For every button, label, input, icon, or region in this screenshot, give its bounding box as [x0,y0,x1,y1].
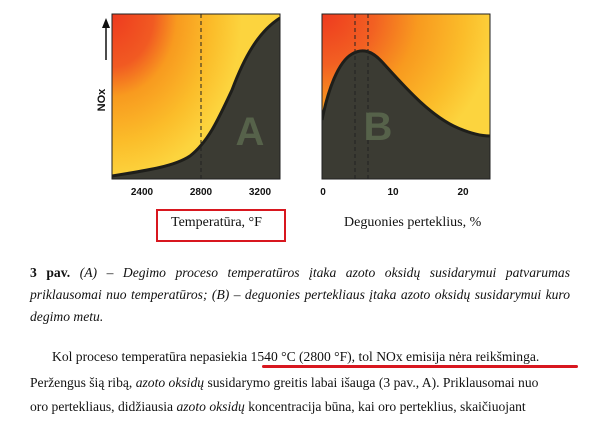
nox-figure: A NOx 2400 2800 3200 B 0 10 20 [96,13,491,198]
panel-a-x-label: Temperatūra, °F [171,215,262,230]
panel-a-tick-2400: 2400 [131,187,154,198]
panel-a-nox-curve [112,16,280,178]
red-underline [262,365,578,368]
line1-highlight: 1540 °C (2800 °F), tol NOx emisija nėra … [250,349,540,364]
panel-b-tick-0: 0 [320,187,326,198]
line1-text: Kol proceso temperatūra nepasiekia [52,349,251,364]
paragraph-line-3: oro pertekliaus, didžiausia azoto oksidų… [30,399,526,414]
panel-b-tick-20: 20 [457,187,469,198]
panel-a-nox-region [112,18,280,179]
panel-b-tick-10: 10 [387,187,399,198]
panel-a-tick-2800: 2800 [190,187,213,198]
panel-b: B 0 10 20 [320,13,491,198]
panel-a-letter: A [236,110,265,154]
panel-a-xlabel-highlight [156,209,286,242]
paragraph-line-2: Peržengus šią ribą, azoto oksidų susidar… [30,375,539,390]
caption-text: (A) – Degimo proceso temperatūros įtaka … [30,265,571,324]
panel-a-y-label: NOx [96,88,108,112]
panel-b-letter: B [364,105,393,149]
figure-caption: 3 pav. (A) – Degimo proceso temperatūros… [30,262,570,328]
caption-label: 3 pav. [30,265,71,280]
paragraph-line-1: Kol proceso temperatūra nepasiekia 1540 … [30,346,578,367]
panel-b-nox-curve [322,49,490,138]
panel-a: A NOx 2400 2800 3200 [96,13,281,198]
panel-b-nox-region [322,50,490,179]
panel-b-x-label: Deguonies perteklius, % [344,215,482,230]
panel-a-tick-3200: 3200 [249,187,272,198]
